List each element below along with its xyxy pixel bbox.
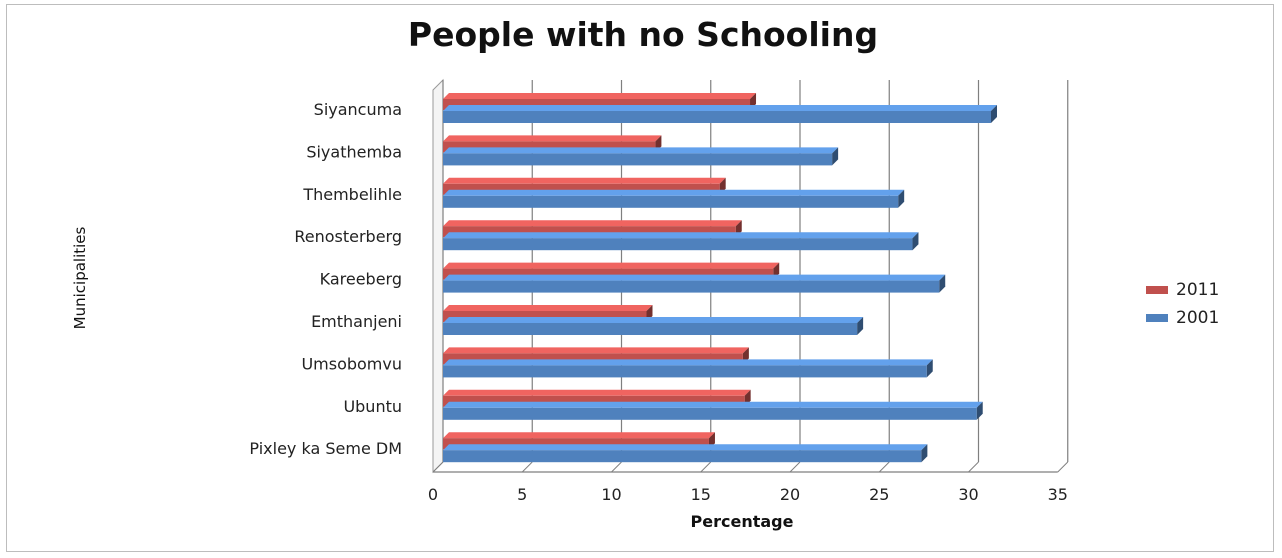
bar-2001-1-top (443, 147, 839, 154)
bar-2011-0-face (443, 99, 751, 110)
bar-2001-4-end (939, 274, 946, 293)
floor-gridline (789, 461, 801, 473)
category-label: Pixley ka Seme DM (249, 439, 402, 458)
bar-2001-8-top (443, 444, 928, 451)
bar-2001-4-top (443, 274, 946, 281)
bar-2001-0-end (990, 105, 997, 123)
category-label: Siyathemba (306, 142, 402, 161)
bar-2011-0-top (443, 93, 757, 99)
bar-2001-8-face (443, 450, 922, 463)
bar-2001-2-top (443, 189, 905, 196)
legend: 2011 2001 (1146, 280, 1219, 328)
bar-2011-4-face (443, 268, 774, 280)
bar-2011-8-face (443, 438, 709, 450)
bar-2011-5-face (443, 311, 647, 322)
bar-2001-4-face (443, 280, 940, 293)
category-label: Emthanjeni (311, 312, 402, 331)
x-tick-label: 5 (517, 485, 527, 504)
legend-swatch-2011 (1146, 286, 1168, 294)
category-labels: Siyancuma Siyathemba Thembelihle Renosterbe… (249, 100, 402, 458)
category-label: Thembelihle (302, 185, 402, 204)
side-wall (432, 78, 444, 474)
x-tick-label: 10 (601, 485, 621, 504)
bar-2011-3-face (443, 226, 736, 238)
category-label: Umsobomvu (301, 354, 402, 373)
legend-label-2001: 2001 (1176, 308, 1219, 328)
chart-title: People with no Schooling (408, 15, 878, 54)
bar-2001-5-top (443, 317, 864, 323)
bar-2001-4 (443, 274, 946, 293)
x-tick-label: 0 (428, 485, 438, 504)
floor-gridline (700, 461, 712, 473)
bar-2001-8-end (921, 444, 928, 463)
category-label: Renosterberg (294, 227, 402, 246)
floor-gridline (521, 461, 533, 473)
bar-2001-1 (443, 147, 839, 166)
bar-2011-1-face (443, 141, 656, 153)
category-label: Kareeberg (320, 270, 402, 289)
legend-label-2011: 2011 (1176, 280, 1219, 300)
bar-2011-5-top (443, 305, 653, 311)
bar-2011-6-face (443, 353, 743, 365)
y-axis-title: Municipalities (71, 226, 89, 329)
bar-2011-3-top (443, 220, 742, 227)
bar-2001-8 (443, 444, 928, 463)
bar-2001-1-end (832, 147, 839, 166)
bar-2001-7 (443, 401, 983, 420)
floor-gridline (1057, 461, 1069, 473)
legend-swatch-2001 (1146, 314, 1168, 322)
x-axis-title: Percentage (691, 512, 794, 531)
bar-2001-6-face (443, 365, 927, 378)
x-tick-label: 15 (691, 485, 711, 504)
category-label: Ubuntu (343, 397, 402, 416)
bar-2001-6-end (926, 359, 933, 378)
floor-gridline (878, 461, 890, 473)
bar-2001-3 (443, 232, 919, 251)
bar-2001-2 (443, 189, 905, 208)
x-tick-label: 20 (780, 485, 800, 504)
bar-2001-0-top (443, 105, 997, 111)
floor-gridline (968, 461, 979, 473)
bar-2001-1-face (443, 153, 833, 166)
bar-2011-1-top (443, 135, 662, 142)
x-tick-label: 35 (1048, 485, 1068, 504)
bar-2011-6-top (443, 347, 749, 354)
bar-2001-0-face (443, 111, 991, 123)
bar-2001-7-end (976, 401, 983, 420)
bar-2001-2-face (443, 195, 899, 208)
bar-2001-0 (443, 105, 997, 123)
bar-2011-2-top (443, 177, 726, 184)
x-tick-label: 30 (958, 485, 978, 504)
x-tick-labels: 0 5 10 15 20 25 30 35 (428, 485, 1068, 504)
bar-2001-5-face (443, 323, 858, 335)
bar-2001-3-end (912, 232, 919, 251)
bar-2001-7-face (443, 407, 977, 420)
bar-2001-3-top (443, 232, 919, 239)
bar-2011-2-face (443, 183, 720, 195)
bar-2001-5-end (857, 317, 864, 335)
category-label: Siyancuma (314, 100, 402, 119)
bar-2001-3-face (443, 238, 913, 251)
bars (443, 93, 997, 463)
bar-2001-6 (443, 359, 933, 378)
floor-gridline (432, 461, 444, 473)
bar-2011-7-face (443, 395, 745, 407)
bar-2001-6-top (443, 359, 933, 366)
bar-2011-7-top (443, 389, 751, 396)
bar-2001-5 (443, 317, 864, 335)
bar-2011-8-top (443, 432, 715, 439)
bar-2011-4-top (443, 262, 780, 269)
x-tick-label: 25 (869, 485, 889, 504)
bar-2001-7-top (443, 401, 983, 408)
bar-2001-2-end (898, 189, 905, 208)
floor-gridline (611, 461, 622, 473)
